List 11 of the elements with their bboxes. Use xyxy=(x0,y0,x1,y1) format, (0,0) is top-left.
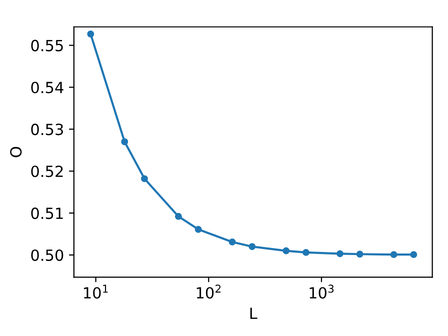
x-axis-title: L xyxy=(250,308,258,319)
y-tick-label: 0.51 xyxy=(31,208,63,220)
x-tick-label: 10$^{3}$ xyxy=(310,284,334,299)
y-tick-label: 0.50 xyxy=(31,249,64,261)
y-tick-label: 0.55 xyxy=(31,40,63,52)
y-axis-title: O xyxy=(10,146,22,158)
y-tick-label: 0.52 xyxy=(31,166,63,178)
y-tick-label: 0.53 xyxy=(31,124,63,136)
x-tick-label: 10$^{1}$ xyxy=(84,284,108,299)
x-tick-label: 10$^{2}$ xyxy=(196,284,221,299)
y-tick-label: 0.54 xyxy=(31,82,64,94)
